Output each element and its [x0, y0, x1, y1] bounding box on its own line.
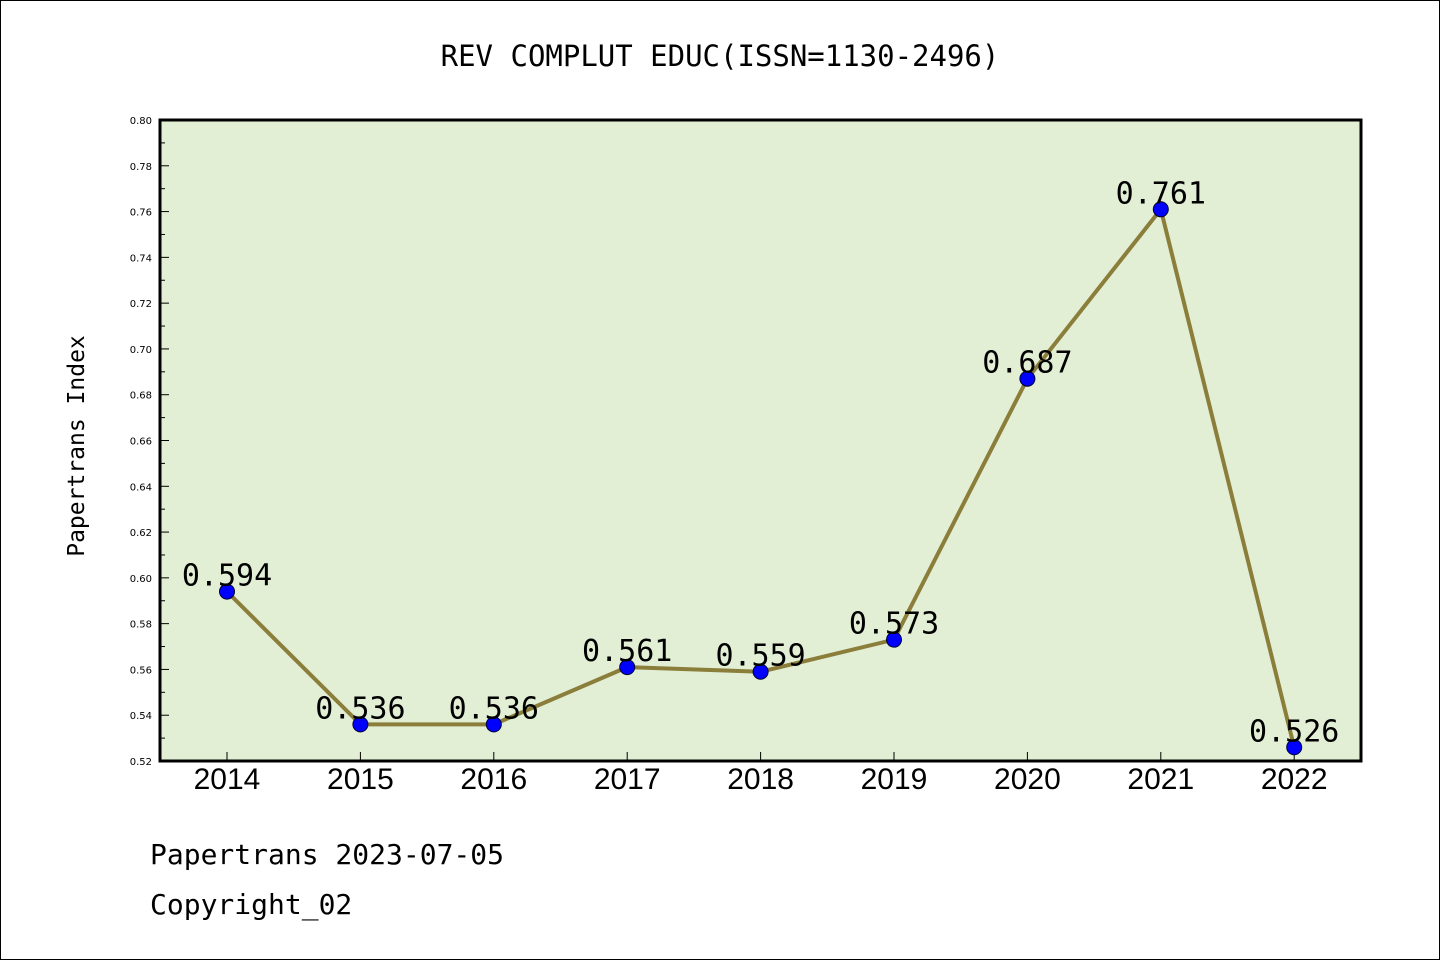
chart-title: REV COMPLUT EDUC(ISSN=1130-2496): [441, 39, 1000, 73]
y-axis-label: Papertrans Index: [64, 335, 90, 557]
y-tick-label: 0.64: [130, 482, 152, 493]
y-tick-label: 0.72: [130, 299, 152, 310]
data-point: [752, 663, 769, 680]
data-label: 0.594: [182, 559, 272, 594]
x-tick-label: 2014: [194, 763, 261, 796]
y-tick-label: 0.62: [130, 528, 152, 539]
data-point: [485, 716, 502, 733]
y-tick-label: 0.80: [130, 116, 152, 127]
x-tick-label: 2015: [327, 763, 394, 796]
data-point: [1152, 201, 1169, 218]
footer-copyright: Copyright_02: [150, 888, 352, 922]
x-tick-label: 2019: [861, 763, 928, 796]
series-layer: 0.594 0.536 0.536 0.561 0.559 0.573 0.687 0.761…: [182, 176, 1339, 756]
y-tick-label: 0.78: [130, 162, 152, 173]
data-label: 0.561: [582, 634, 672, 669]
data-point: [1286, 739, 1303, 756]
data-label: 0.536: [449, 691, 539, 726]
data-label: 0.536: [315, 691, 405, 726]
y-tick-label: 0.68: [130, 391, 152, 402]
data-point: [619, 659, 636, 676]
y-tick-label: 0.58: [130, 620, 152, 631]
x-tick-label: 2017: [594, 763, 661, 796]
data-label: 0.526: [1249, 714, 1339, 749]
x-axis: 2014 2015 2016 2017 2018 2019 2020 2021 2022: [194, 752, 1328, 796]
y-axis: 0.52 0.54 0.56 0.58 0.60 0.62 0.64 0.66 0.68 0.70…: [130, 116, 169, 768]
plot-area: [158, 118, 1363, 763]
y-tick-label: 0.74: [130, 253, 152, 264]
y-tick-label: 0.52: [130, 757, 152, 768]
y-tick-label: 0.60: [130, 574, 152, 585]
data-label: 0.761: [1116, 176, 1206, 211]
footer-date: Papertrans 2023-07-05: [150, 838, 504, 871]
data-label: 0.687: [982, 346, 1072, 381]
x-tick-label: 2022: [1261, 763, 1328, 796]
data-label: 0.573: [849, 607, 939, 642]
data-point: [219, 583, 235, 600]
data-point: [886, 631, 902, 648]
x-tick-label: 2016: [460, 763, 527, 796]
data-label: 0.559: [715, 639, 805, 674]
data-point: [1019, 370, 1036, 387]
y-tick-label: 0.76: [130, 208, 152, 219]
x-tick-label: 2020: [994, 763, 1061, 796]
y-tick-label: 0.70: [130, 345, 152, 356]
y-tick-label: 0.54: [130, 711, 152, 722]
data-point: [352, 716, 369, 733]
y-tick-label: 0.56: [130, 665, 152, 676]
x-tick-label: 2018: [727, 763, 794, 796]
y-tick-label: 0.66: [130, 437, 152, 448]
x-tick-label: 2021: [1127, 763, 1194, 796]
